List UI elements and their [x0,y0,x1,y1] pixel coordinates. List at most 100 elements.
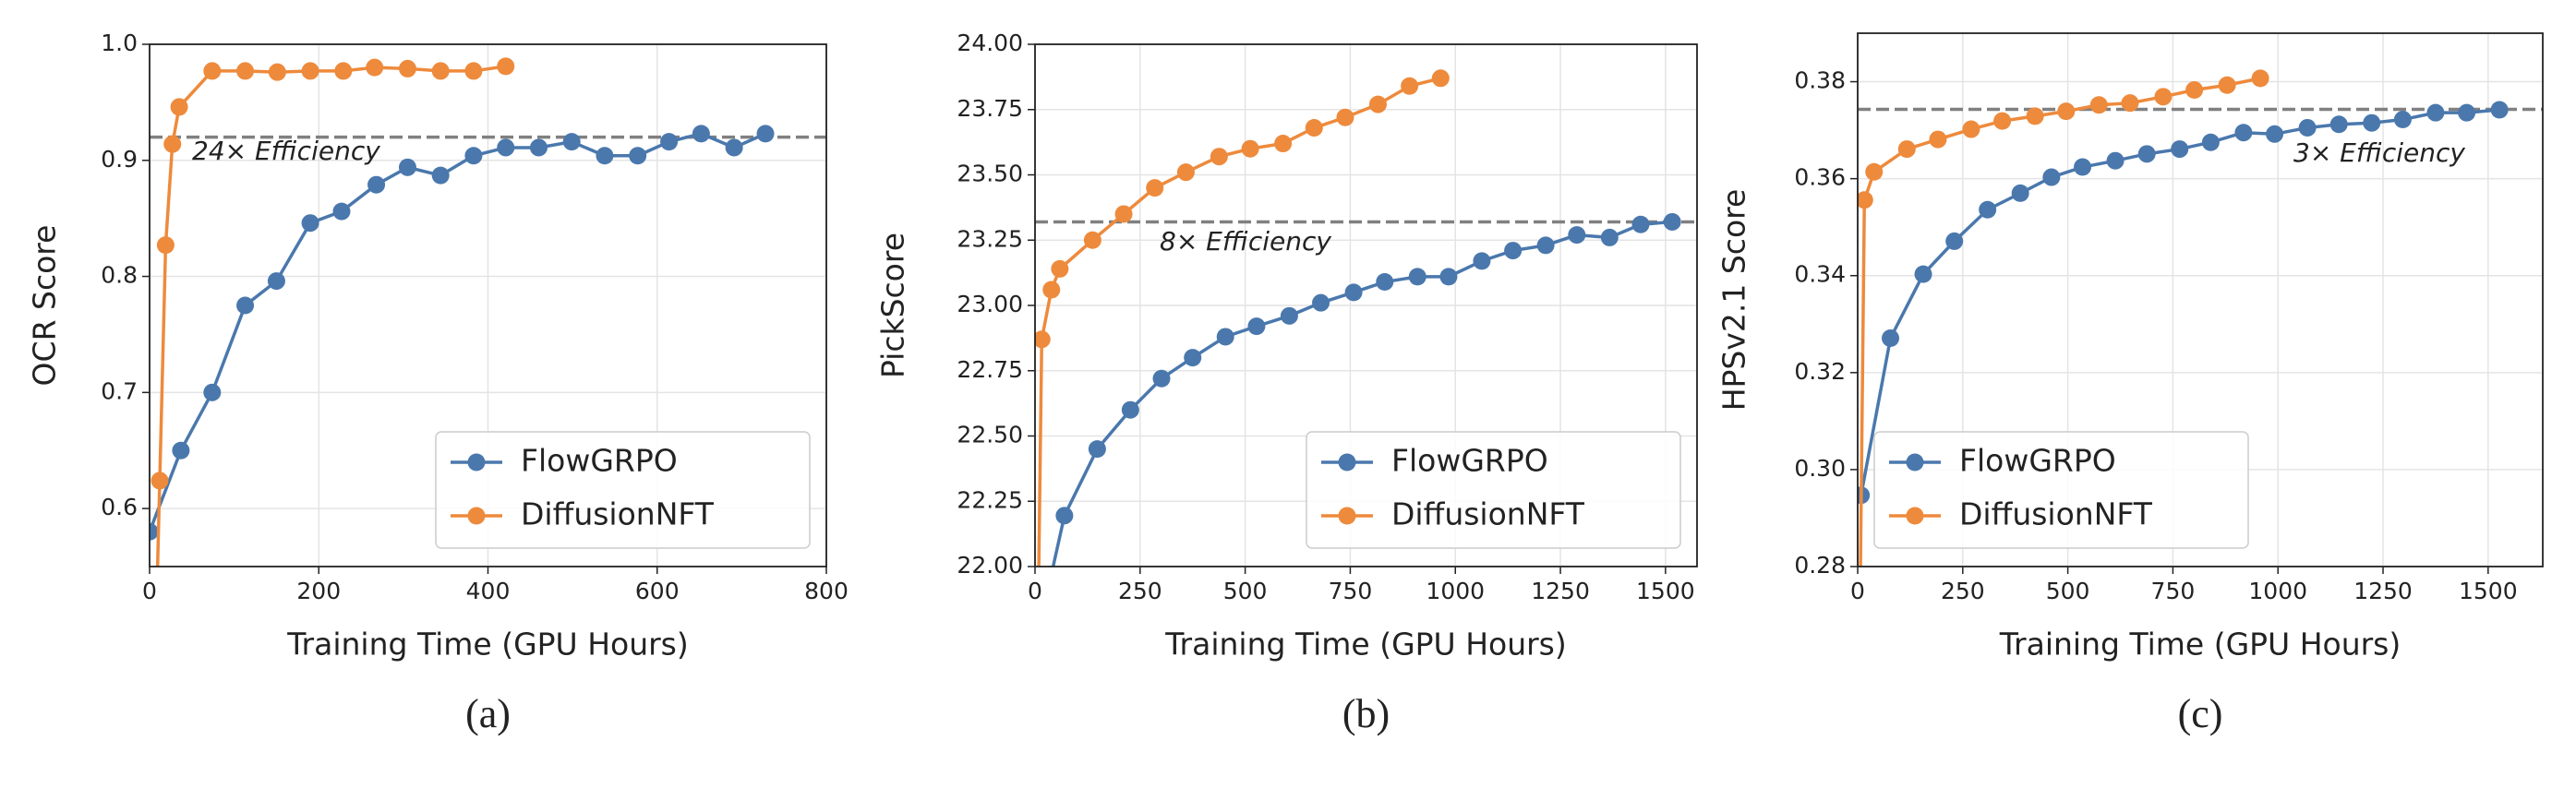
marker [1247,317,1266,336]
marker [1088,440,1106,459]
marker [1146,179,1164,197]
marker [1993,112,2012,130]
marker [1280,306,1298,325]
marker [398,158,416,176]
legend-label: FlowGRPO [1959,443,2116,479]
y-tick-label: 22.50 [957,422,1023,448]
marker [1401,77,1419,95]
marker [163,135,182,153]
legend-marker [1906,453,1924,472]
marker [2458,103,2476,122]
marker [725,138,743,157]
marker [431,62,450,80]
x-tick-label: 800 [804,578,849,604]
x-tick-label: 1500 [1636,578,1695,604]
marker [692,125,710,143]
marker [431,166,450,185]
x-tick-label: 400 [466,578,511,604]
marker [1979,200,1997,219]
marker [562,133,581,151]
marker [1176,163,1195,182]
marker [301,214,319,233]
marker [203,62,222,80]
y-tick-label: 23.75 [957,95,1023,122]
marker [2218,76,2236,94]
marker [1850,703,1868,721]
caption: (a) [465,691,511,736]
x-axis-label: Training Time (GPU Hours) [1164,627,1567,663]
y-tick-label: 23.50 [957,161,1023,187]
marker [170,98,188,116]
marker [2026,107,2044,125]
marker [1473,252,1491,270]
x-tick-label: 200 [296,578,341,604]
x-tick-label: 250 [1941,578,1985,604]
series-line [1037,77,1441,567]
marker [1051,259,1069,278]
y-tick-label: 24.00 [957,30,1023,56]
marker [2106,151,2125,170]
annotation: 3× Efficiency [2293,137,2465,168]
marker [1536,236,1555,255]
marker [1241,139,1259,158]
marker [156,236,175,255]
marker [1439,268,1458,286]
y-tick-label: 0.38 [1794,67,1846,94]
legend-marker [467,453,486,472]
legend-label: FlowGRPO [521,443,678,479]
marker [268,63,286,81]
x-tick-label: 750 [1329,578,1373,604]
marker [301,62,319,80]
y-tick-label: 1.0 [101,30,138,56]
legend-marker [1338,453,1356,472]
marker [1631,215,1650,233]
marker [1431,69,1450,88]
marker [1047,565,1056,567]
legend-marker [1906,507,1924,525]
x-axis-label: Training Time (GPU Hours) [1999,627,2401,663]
marker [2089,96,2108,114]
annotation: 8× Efficiency [1160,226,1331,257]
caption: (b) [1342,691,1390,736]
marker [2121,94,2139,113]
marker [1042,281,1061,299]
y-tick-label: 23.00 [957,291,1023,317]
marker [1152,369,1171,388]
marker [150,472,169,490]
marker [1568,226,1586,245]
x-tick-label: 0 [1850,578,1865,604]
legend-label: DiffusionNFT [1959,496,2153,532]
marker [1114,205,1133,223]
marker [2042,168,2061,186]
x-tick-label: 250 [1118,578,1162,604]
marker [203,383,222,401]
marker [1663,212,1681,231]
x-tick-label: 1500 [2459,578,2518,604]
annotation: 24× Efficiency [192,136,380,166]
marker [1055,507,1074,525]
y-tick-label: 0.36 [1794,164,1846,191]
plot-frame [1857,32,2544,567]
y-tick-label: 0.6 [101,494,138,520]
marker [1184,349,1202,367]
x-tick-label: 750 [2151,578,2196,604]
y-axis-label: HPSv2.1 Score [1716,189,1752,412]
y-tick-label: 0.8 [101,262,138,289]
marker [1336,108,1354,126]
marker [1305,119,1323,137]
marker [1035,330,1051,349]
series-group [1850,69,2509,721]
legend-marker [467,507,486,525]
marker [398,59,416,78]
marker [629,147,647,165]
marker [1029,688,1046,706]
marker [236,62,255,80]
marker [2426,103,2445,122]
marker [366,58,384,77]
marker [334,62,353,80]
series-group [1029,69,1681,706]
chart: 0 250 500 750 1000 1250 1500 0.28 0.30 0.32 0.34 0.… [1716,32,2544,736]
chart: 0 200 400 600 800 0.6 0.7 0.8 0.9 1.0 24× Efficien… [27,30,849,736]
marker [1083,231,1101,249]
